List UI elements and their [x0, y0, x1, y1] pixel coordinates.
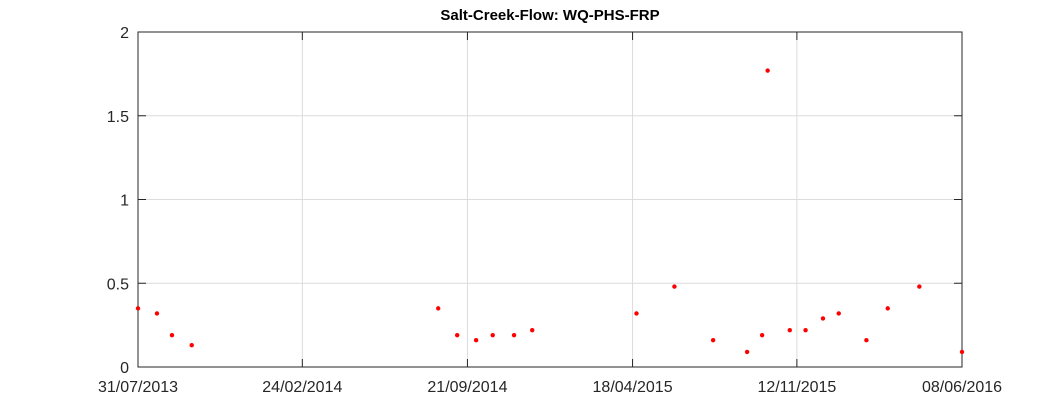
- x-axis-ticks: 31/07/2013 24/02/2014 21/09/2014 18/04/2015…: [98, 32, 1002, 396]
- data-point: [154, 311, 160, 316]
- data-point: [473, 338, 479, 343]
- data-point: [135, 306, 141, 311]
- data-point: [189, 343, 194, 348]
- data-point: [959, 349, 965, 355]
- data-point: [787, 327, 792, 333]
- x-tick-label: 24/02/2014: [262, 379, 342, 396]
- grid-lines: [138, 32, 962, 367]
- data-point: [454, 332, 460, 338]
- x-tick-label: 12/11/2015: [757, 379, 836, 396]
- data-point: [530, 327, 535, 333]
- data-point: [744, 349, 750, 355]
- y-tick-label: 0: [120, 360, 129, 377]
- data-point: [759, 332, 765, 338]
- x-tick-label: 21/09/2014: [427, 379, 507, 396]
- data-point: [490, 332, 495, 338]
- y-tick-label: 2: [120, 25, 129, 42]
- data-point: [169, 332, 175, 338]
- y-tick-label: 0.5: [107, 276, 129, 293]
- y-tick-label: 1.5: [107, 109, 129, 126]
- data-point: [820, 316, 826, 321]
- y-axis-ticks: 0 0.5 1 1.5 2: [107, 25, 962, 377]
- data-point: [917, 284, 922, 289]
- data-point: [765, 68, 770, 73]
- y-tick-label: 1: [120, 193, 129, 210]
- data-point: [436, 306, 441, 311]
- x-tick-label: 31/07/2013: [98, 379, 178, 396]
- data-point: [864, 338, 869, 343]
- data-point: [672, 284, 677, 289]
- data-point: [803, 327, 808, 333]
- scatter-points: [135, 68, 965, 355]
- data-point: [710, 338, 716, 343]
- data-point: [836, 311, 841, 316]
- x-tick-label: 18/04/2015: [593, 379, 673, 396]
- chart-title: Salt-Creek-Flow: WQ-PHS-FRP: [440, 7, 659, 24]
- data-point: [634, 311, 639, 316]
- x-tick-label: 08/06/2016: [922, 379, 1002, 396]
- data-point: [511, 332, 517, 338]
- data-point: [885, 306, 890, 311]
